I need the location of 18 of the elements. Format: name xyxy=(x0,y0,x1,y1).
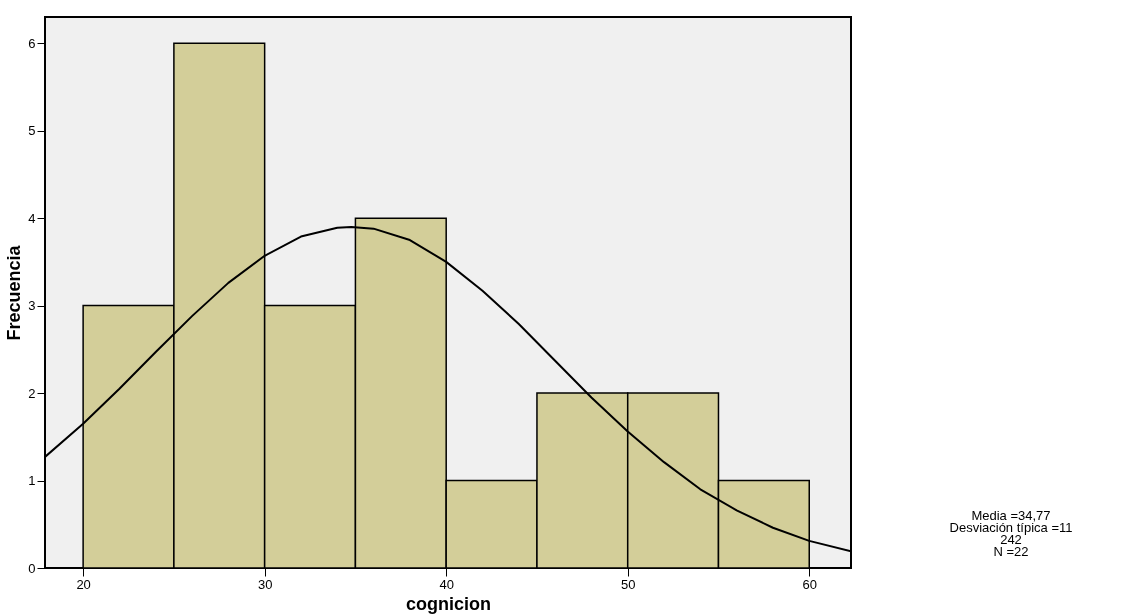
text: Media =34,77 xyxy=(971,508,1051,523)
y-tick-label: 4 xyxy=(28,210,36,226)
text: Desviación típica =11 xyxy=(949,520,1073,535)
x-tick-label: 40 xyxy=(439,576,454,592)
y-tick-label: 5 xyxy=(28,123,36,139)
x-tick-label: 20 xyxy=(76,576,91,592)
text: N =22 xyxy=(993,544,1029,559)
y-tick-label: 0 xyxy=(28,560,36,576)
y-axis-title: Frecuencia xyxy=(4,244,25,341)
y-tick-label: 6 xyxy=(28,35,36,51)
y-tick-label: 2 xyxy=(28,385,36,401)
x-tick-label: 30 xyxy=(257,576,273,592)
x-tick-label: 50 xyxy=(620,576,636,592)
y-tick-label: 3 xyxy=(28,298,36,314)
y-tick-label: 1 xyxy=(28,473,36,489)
x-axis-title: cognicion xyxy=(406,593,491,614)
text: 242 xyxy=(1000,532,1022,547)
x-tick-label: 60 xyxy=(802,576,817,592)
